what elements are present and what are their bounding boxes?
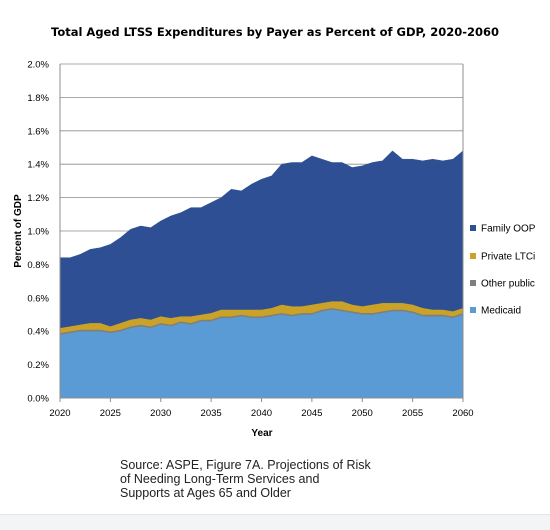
x-tick-label: 2025: [100, 408, 121, 419]
caption-line-3: Supports at Ages 65 and Older: [120, 486, 291, 500]
x-tick-label: 2060: [452, 408, 473, 419]
source-caption: Source: ASPE, Figure 7A. Projections of …: [120, 458, 420, 500]
x-tick-label: 2045: [301, 408, 322, 419]
x-tick-label: 2020: [49, 408, 70, 419]
x-tick-labels: 2020 2025 2030 2035 2040 2045 2050 2055 2060: [49, 398, 474, 419]
y-tick-label: 2.0%: [27, 60, 49, 71]
y-tick-label: 1.2%: [27, 193, 49, 204]
legend-swatch-private-ltci: [470, 253, 476, 259]
x-tick-label: 2050: [352, 408, 373, 419]
legend-swatch-family-oop: [470, 225, 476, 231]
caption-line-1: Source: ASPE, Figure 7A. Projections of …: [120, 458, 371, 472]
legend-label-other-public: Other public: [481, 279, 535, 290]
y-tick-label: 0.0%: [27, 394, 49, 405]
y-axis-label: Percent of GDP: [13, 194, 24, 268]
area-family-oop: [59, 150, 464, 329]
y-tick-labels: 0.0% 0.2% 0.4% 0.6% 0.8% 1.0% 1.2% 1.4% 1.6% 1.8%…: [27, 60, 49, 405]
chart: Total Aged LTSS Expenditures by Payer as…: [13, 25, 536, 439]
chart-title: Total Aged LTSS Expenditures by Payer as…: [51, 25, 499, 39]
y-tick-label: 1.4%: [27, 160, 49, 171]
x-axis-label: Year: [251, 428, 272, 439]
x-tick-label: 2055: [402, 408, 423, 419]
caption-line-2: of Needing Long-Term Services and: [120, 472, 320, 486]
x-tick-label: 2035: [201, 408, 222, 419]
y-tick-label: 0.4%: [27, 327, 49, 338]
legend-swatch-other-public: [470, 280, 476, 286]
bottom-scrollbar-strip: [0, 514, 550, 530]
legend-swatch-medicaid: [470, 307, 476, 313]
legend-label-medicaid: Medicaid: [481, 306, 521, 317]
legend-label-private-ltci: Private LTCi: [481, 252, 535, 263]
y-tick-label: 0.8%: [27, 260, 49, 271]
y-tick-label: 1.8%: [27, 93, 49, 104]
legend: Family OOP Private LTCi Other public Medica…: [470, 224, 536, 317]
y-tick-label: 1.0%: [27, 227, 49, 238]
y-tick-label: 0.2%: [27, 360, 49, 371]
stacked-areas: [59, 150, 464, 399]
y-tick-label: 1.6%: [27, 126, 49, 137]
x-tick-label: 2040: [251, 408, 272, 419]
x-tick-label: 2030: [150, 408, 171, 419]
y-tick-label: 0.6%: [27, 293, 49, 304]
legend-label-family-oop: Family OOP: [481, 224, 536, 235]
